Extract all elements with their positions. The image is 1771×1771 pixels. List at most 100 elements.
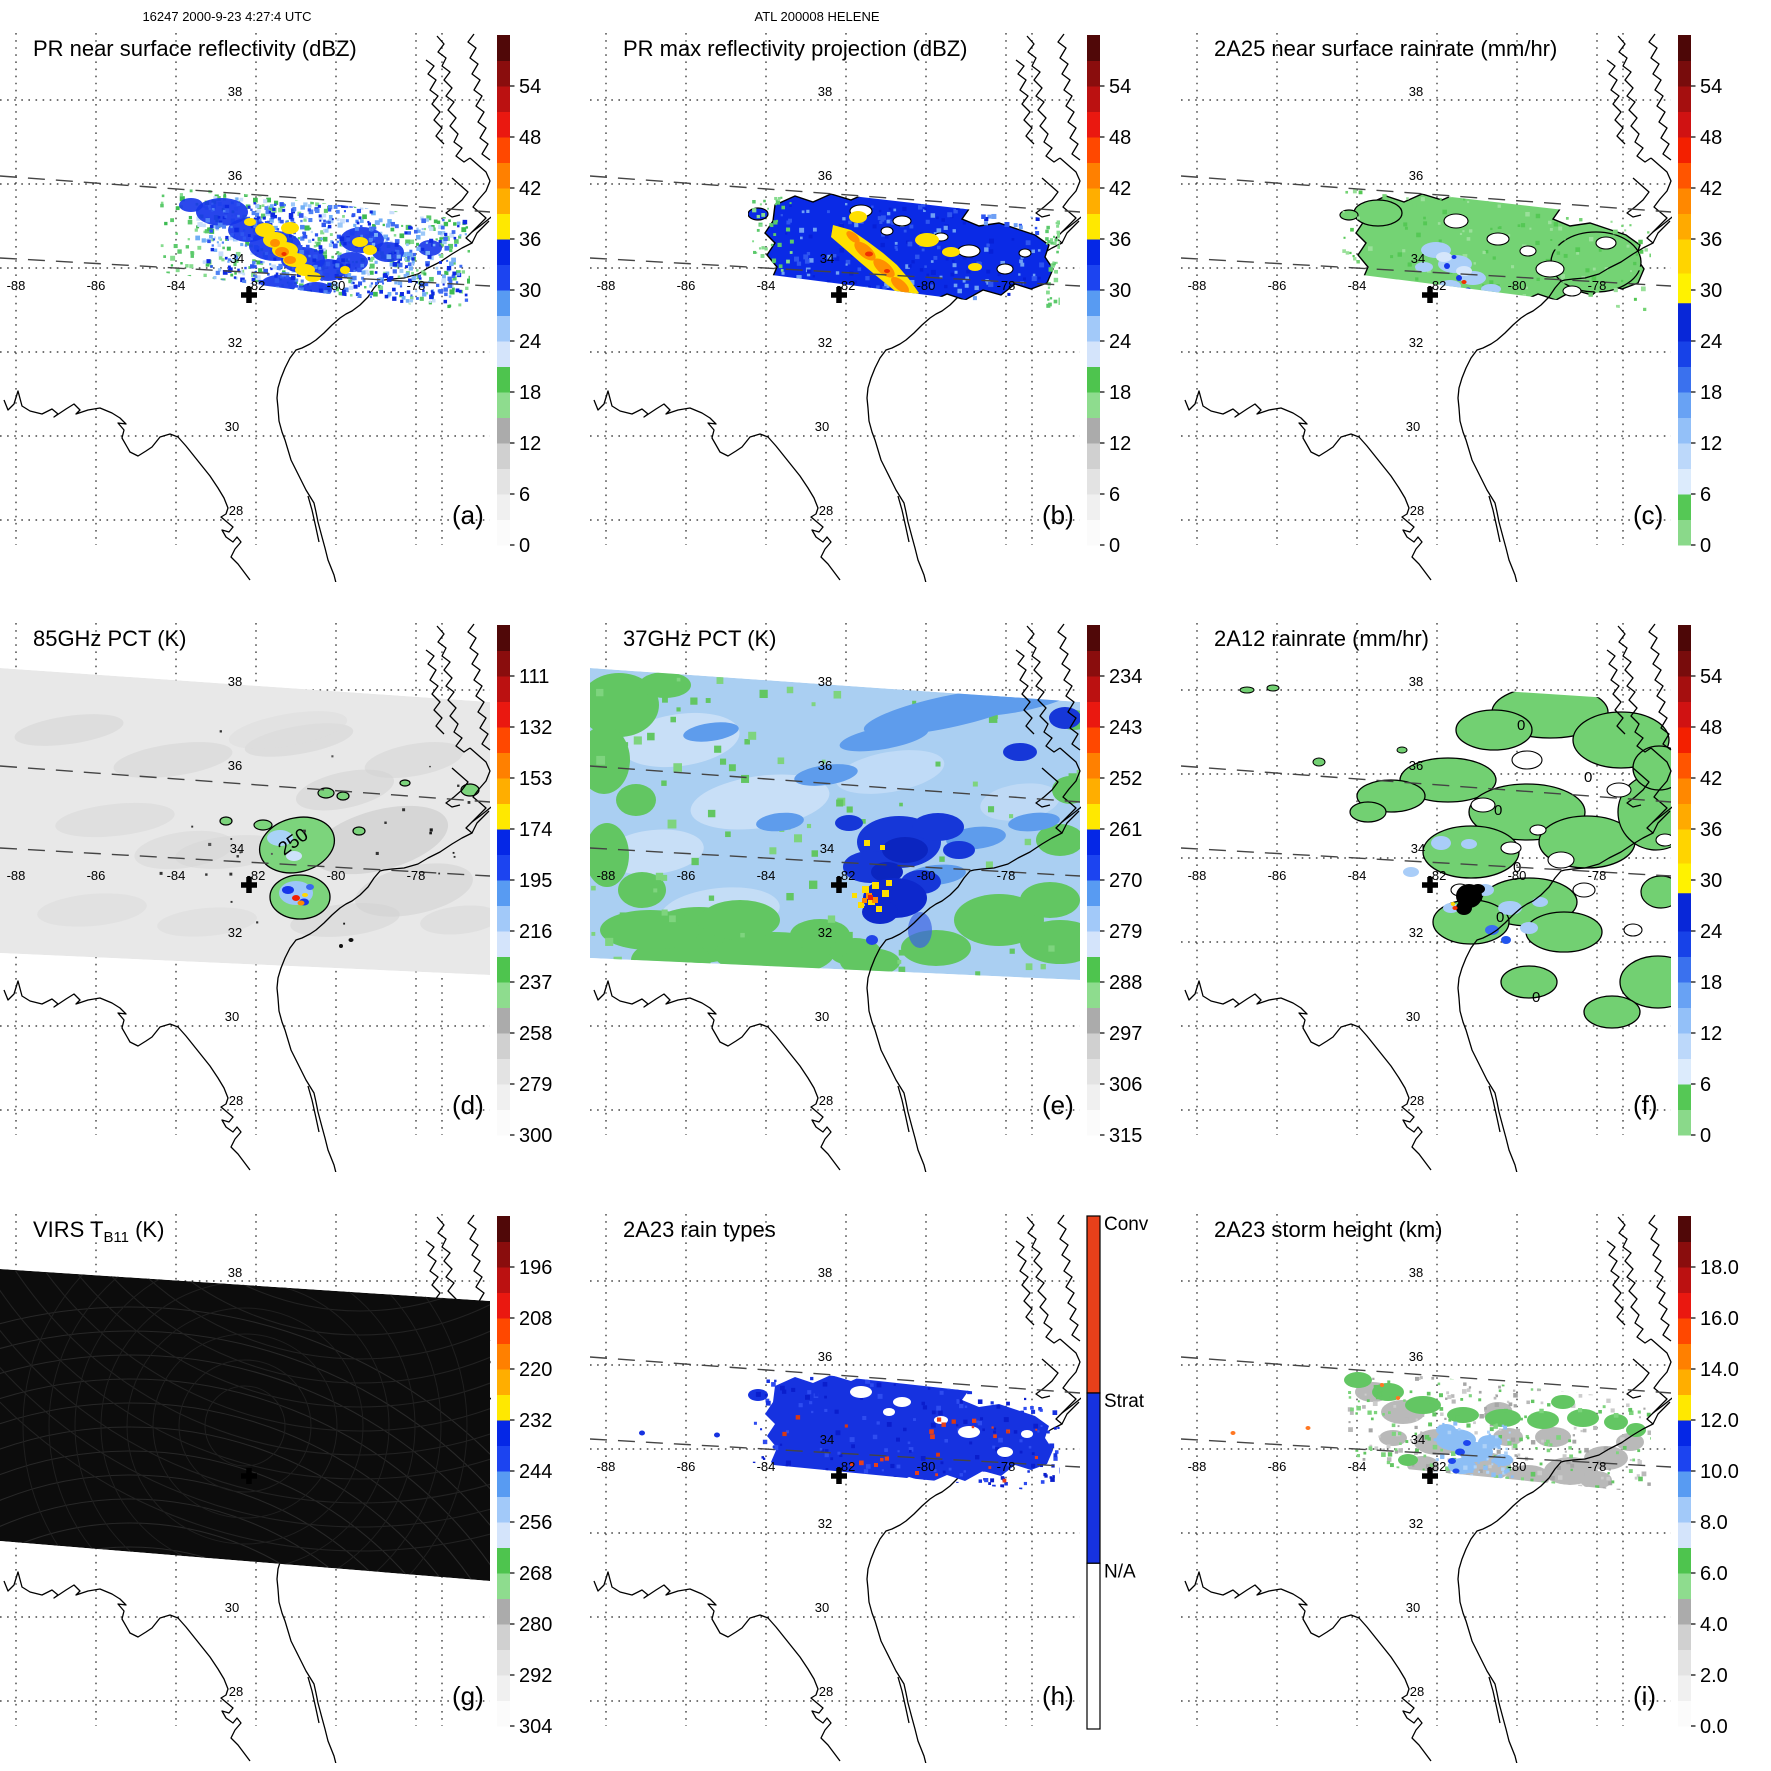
storm-center-marker	[831, 286, 848, 303]
svg-text:-86: -86	[677, 278, 696, 293]
colorbar-tick-label: 24	[1700, 921, 1722, 943]
svg-text:32: 32	[818, 925, 832, 940]
svg-text:34: 34	[230, 841, 244, 856]
svg-text:-80: -80	[917, 1459, 936, 1474]
colorbar-tick-label: 14.0	[1700, 1359, 1739, 1381]
panel-title: 85GHz PCT (K)	[33, 626, 187, 651]
colorbar-tick-label: 220	[519, 1359, 552, 1381]
svg-text:36: 36	[818, 758, 832, 773]
panel-title: 2A23 rain types	[623, 1217, 776, 1242]
colorbar-tick-label: 261	[1109, 819, 1142, 841]
svg-text:-86: -86	[1267, 278, 1286, 293]
coastline	[593, 33, 1082, 582]
colorbar-label: Conv	[1104, 1214, 1149, 1235]
colorbar-tick-label: 270	[1109, 870, 1142, 892]
colorbar-tick-label: 48	[1700, 717, 1722, 739]
data-field-i	[1230, 1371, 1651, 1493]
colorbar-tick-label: 48	[1109, 127, 1131, 149]
colorbar-label: N/A	[1104, 1561, 1136, 1582]
svg-text:32: 32	[228, 925, 242, 940]
svg-text:-78: -78	[997, 278, 1016, 293]
colorbar-tick-label: 300	[519, 1125, 552, 1147]
colorbar-tick-label: 306	[1109, 1074, 1142, 1096]
panel-letter: (d)	[452, 1090, 484, 1120]
colorbar-tick-label: 18.0	[1700, 1257, 1739, 1279]
svg-text:-88: -88	[1187, 1459, 1206, 1474]
svg-text:34: 34	[820, 841, 834, 856]
panel-a: -88 -86 -84 -82 -80 -78 38 36 34 32 30 28 (a) 54 48 42 3…	[0, 0, 590, 590]
colorbar-tick-label: 30	[1700, 870, 1722, 892]
panel-letter: (f)	[1633, 1090, 1658, 1120]
svg-text:32: 32	[1408, 1516, 1422, 1531]
colorbar-tick-label: 16.0	[1700, 1308, 1739, 1330]
coastline	[3, 33, 491, 582]
svg-text:34: 34	[1410, 251, 1424, 266]
svg-text:-78: -78	[407, 868, 426, 883]
panel-f: 000000-88-86-84-82-80-78383634323028(f)5…	[1180, 590, 1771, 1180]
svg-text:28: 28	[819, 1684, 833, 1699]
data-field-d: 250	[0, 668, 490, 976]
storm-center-marker	[240, 877, 257, 894]
svg-text:30: 30	[1405, 1009, 1419, 1024]
colorbar-tick-label: 6	[519, 484, 530, 506]
panel-title: 2A23 storm height (km)	[1214, 1217, 1442, 1242]
panel-title: 2A25 near surface rainrate (mm/hr)	[1214, 36, 1557, 61]
colorbar-tick-label: 54	[519, 76, 541, 98]
coastline	[1184, 33, 1672, 582]
colorbar-tick-label: 36	[1109, 229, 1131, 251]
data-field-b	[748, 191, 1061, 308]
colorbar-f: 54 48 42 36 30 24 18 12 6 0	[1677, 625, 1722, 1147]
svg-text:-78: -78	[407, 278, 426, 293]
panel-d: 250 -88 -86 -84 -82 -80 -78 38 36 34 32 30 28 (d) 111 1…	[0, 590, 590, 1180]
colorbar-tick-label: 24	[1109, 331, 1131, 353]
panel-h: -88 -86 -84 -82 -80 -78 38 36 34 32 30 28 (h) Conv Str…	[590, 1181, 1180, 1771]
colorbar-tick-label: 42	[1109, 178, 1131, 200]
colorbar-tick-label: 256	[519, 1512, 552, 1534]
svg-text:36: 36	[228, 168, 242, 183]
svg-text:-86: -86	[87, 278, 106, 293]
colorbar-tick-label: 2.0	[1700, 1665, 1728, 1687]
colorbar-e: 234 243 252 261 270 279 288 297 306 315	[1087, 625, 1143, 1147]
colorbar-tick-label: 54	[1700, 76, 1722, 98]
colorbar-tick-label: 315	[1109, 1125, 1142, 1147]
svg-text:36: 36	[818, 1349, 832, 1364]
colorbar-b: 54 48 42 36 30 24 18 12 6 0	[1087, 34, 1132, 557]
panel-b: -88 -86 -84 -82 -80 -78 38 36 34 32 30 28 (b) 54 48 42 3…	[590, 0, 1180, 590]
colorbar-c: 54 48 42 36 30 24 18 12 6 0	[1677, 34, 1722, 557]
colorbar-tick-label: 132	[519, 717, 552, 739]
panel-c: -88 -86 -84 -82 -80 -78 38 36 34 32 30 28 (c) 54 48 42 3…	[1180, 0, 1771, 590]
svg-text:-86: -86	[1267, 1459, 1286, 1474]
svg-text:-84: -84	[757, 278, 776, 293]
svg-text:32: 32	[228, 335, 242, 350]
colorbar-tick-label: 24	[1700, 331, 1722, 353]
colorbar-tick-label: 244	[519, 1461, 552, 1483]
svg-text:30: 30	[815, 419, 829, 434]
colorbar-tick-label: 36	[519, 229, 541, 251]
colorbar-label: Strat	[1104, 1391, 1145, 1412]
panel-letter: (a)	[452, 500, 484, 530]
svg-text:-84: -84	[757, 1459, 776, 1474]
colorbar-tick-label: 54	[1109, 76, 1131, 98]
svg-text:-86: -86	[1267, 868, 1286, 883]
overpass-header: 16247 2000-9-23 4:27:4 UTC	[142, 9, 312, 24]
svg-text:-84: -84	[757, 868, 776, 883]
colorbar-tick-label: 48	[519, 127, 541, 149]
svg-text:32: 32	[1408, 925, 1422, 940]
svg-text:28: 28	[1409, 503, 1423, 518]
svg-text:-88: -88	[597, 1459, 616, 1474]
colorbar-tick-label: 0	[519, 535, 530, 557]
colorbar-tick-label: 243	[1109, 717, 1142, 739]
svg-text:38: 38	[1408, 674, 1422, 689]
colorbar-tick-label: 304	[519, 1716, 552, 1738]
data-field-f: 000000	[1239, 684, 1671, 1029]
svg-text:30: 30	[1405, 419, 1419, 434]
colorbar-tick-label: 12	[1109, 433, 1131, 455]
